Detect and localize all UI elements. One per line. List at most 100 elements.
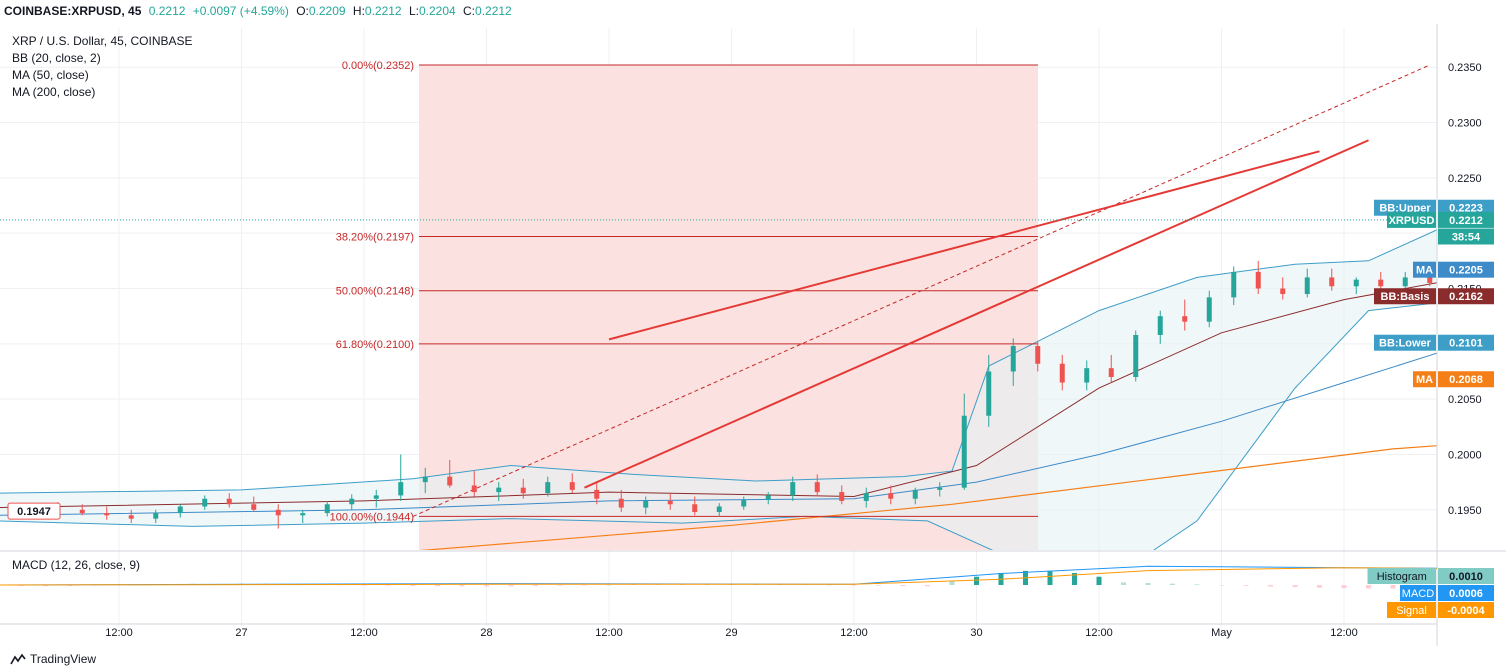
price-axis-value: 0.2205 [1449,265,1483,277]
candle-body [1182,316,1188,322]
macd-axis-name-box [1367,568,1436,584]
candle-body [643,500,649,508]
candle-body [839,492,845,501]
y-tick-label: 0.2050 [1448,394,1482,406]
price-axis-label: MA 0.2205 [1413,261,1494,278]
candle-body [618,498,624,508]
candle-body [275,509,281,516]
candle-body [398,482,404,496]
candle-body [1010,346,1016,372]
low-label: L: [408,4,419,18]
price-axis-value: 0.2101 [1449,338,1483,350]
candle-body [594,489,600,499]
candle-body [937,487,943,490]
macd-axis-name: Histogram [1377,571,1427,583]
macd-axis-name-box [1400,585,1436,601]
candle-body [447,476,453,486]
price-axis-value: 0.2068 [1449,374,1483,386]
candle-body [888,493,894,499]
macd-histogram-bar [361,585,367,586]
macd-histogram-bar [1317,585,1322,588]
x-tick-label: 29 [725,627,737,639]
x-tick-label: 12:00 [350,627,378,639]
high-label: H: [352,4,365,18]
price-axis-label: XRPUSD 0.2212 [1387,211,1494,228]
macd-histogram-bar [67,585,73,587]
ma50-legend[interactable]: MA (50, close) [12,68,89,82]
price-axis-value-box [1438,228,1494,245]
macd-axis-value: 0.0010 [1449,571,1483,583]
price-axis-label: BB:Upper 0.2223 [1374,199,1494,216]
price-axis-value-box [1438,371,1494,388]
macd-histogram-bar [18,585,24,587]
macd-histogram-bar [484,585,489,587]
price-axis-name: BB:Upper [1379,203,1431,215]
price-axis-name-box [1374,334,1436,351]
macd-histogram-bar [827,584,832,586]
macd-histogram-bar [1268,585,1273,587]
ma200-legend[interactable]: MA (200, close) [12,85,96,99]
candle-body [1501,269,1506,286]
macd-legend[interactable]: MACD (12, 26, close, 9) [12,558,141,572]
bb-legend[interactable]: BB (20, close, 2) [12,51,101,65]
candle-body [1084,368,1090,383]
macd-histogram-bar [1243,585,1249,586]
price-axis-label: BB:Basis 0.2162 [1374,288,1494,305]
price-axis-name: BB:Basis [1381,291,1430,303]
candle-body [128,515,134,519]
candle-body [422,476,428,483]
price-axis-value-box [1438,261,1494,278]
candle-body [1402,277,1408,287]
candle-body [790,482,796,496]
candle-body [716,506,722,513]
fib-level-label: 0.00%(0.2352) [342,60,414,72]
footer-brand[interactable]: TradingView [10,652,96,666]
candle-body [373,495,379,499]
indicator-legend: XRP / U.S. Dollar, 45, COINBASE BB (20, … [12,33,193,101]
candle-body [153,513,159,519]
macd-line [0,565,1437,586]
candle-body [1427,277,1433,283]
macd-histogram-bar [1366,585,1371,589]
candle-body [177,506,183,514]
channel-lower-line [584,139,1369,489]
candle-body [496,487,502,493]
low-value: 0.2204 [418,4,456,18]
price-axis-name: MA [1416,374,1433,386]
chart-title[interactable]: XRP / U.S. Dollar, 45, COINBASE [12,34,193,48]
price-change: +0.0097 (+4.59%) [192,4,289,18]
macd-axis-label: Histogram 0.0010 [1367,568,1494,584]
macd-histogram-bar [1219,585,1224,586]
y-tick-label: 0.2350 [1448,62,1482,74]
left-price-marker [7,502,61,520]
macd-axis-value-box [1438,568,1494,584]
candle-body [104,513,110,516]
macd-axis-value-box [1438,602,1494,618]
candle-body [667,500,673,505]
candle-body [1329,277,1335,287]
ma200-line [419,445,1437,550]
price-axis-value-box [1438,199,1494,216]
macd-histogram-bar [1292,585,1298,588]
macd-histogram-bar [1341,585,1347,589]
candle-body [814,482,820,493]
bollinger-lower [0,302,1437,550]
y-tick-label: 0.1950 [1448,505,1482,517]
price-axis-value: 0.2223 [1449,203,1483,215]
candle-body [1133,334,1139,378]
macd-histogram-bar [435,585,440,587]
macd-histogram-bar [900,585,906,587]
price-axis-value-box [1438,288,1494,305]
price-axis-name-box [1387,211,1436,228]
price-axis-name-box [1413,261,1436,278]
candle-body [545,482,551,494]
macd-histogram-bar [410,585,416,586]
macd-axis-name: MACD [1402,588,1434,600]
candle-body [1280,288,1286,295]
price-axis-value: 0.2212 [1449,215,1483,227]
x-tick-label: 12:00 [840,627,868,639]
macd-histogram-bar [1194,584,1200,585]
price-axis-name: XRPUSD [1389,215,1435,227]
candle-body [765,495,771,500]
